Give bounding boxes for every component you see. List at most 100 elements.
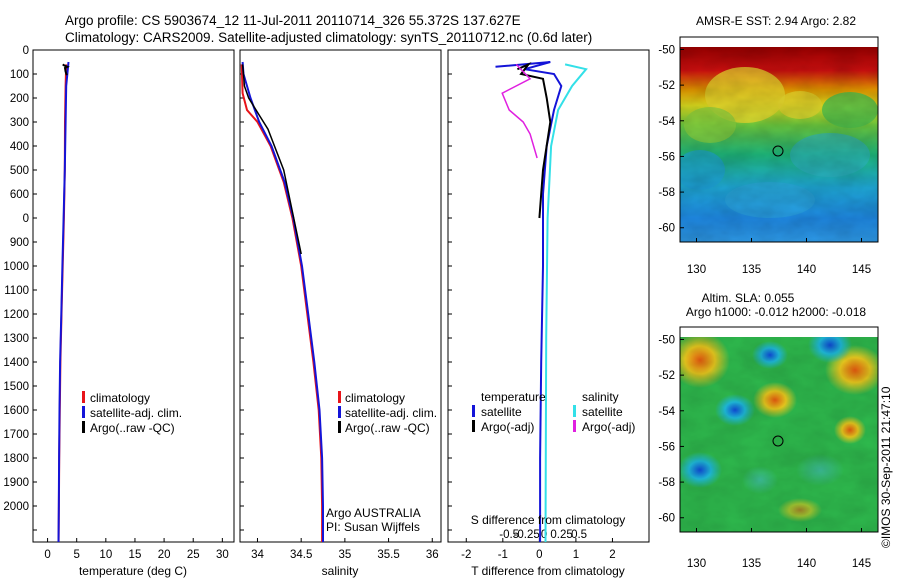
- map-y-tick-label: -52: [658, 370, 675, 382]
- legend-label-t-argo: Argo(-adj): [481, 420, 534, 434]
- depth-tick-label: 1600: [3, 405, 29, 417]
- legend-swatch-t-satellite: [472, 405, 475, 417]
- map-y-tick-label: -54: [658, 116, 675, 128]
- depth-tick-label: 600: [10, 189, 29, 201]
- map-axes-ticks: 130 135 140 145 -50 -52 -54 -56 -58 -60 130 135 140 1…: [658, 44, 871, 570]
- sst-map-title: AMSR-E SST: 2.94 Argo: 2.82: [696, 14, 856, 28]
- sla-map-frame: [679, 326, 879, 533]
- sal-climatology-line: [240, 64, 324, 542]
- map-y-tick-label: -60: [658, 513, 675, 525]
- pi-label: PI: Susan Wijffels: [326, 520, 420, 534]
- argo-australia-label: Argo AUSTRALIA: [326, 506, 421, 520]
- depth-tick-label: 1400: [3, 357, 29, 369]
- legend-swatch-argo: [338, 421, 341, 433]
- map-y-tick-label: -56: [658, 151, 675, 163]
- salinity-legend: climatology satellite-adj. clim. Argo(..…: [338, 391, 437, 435]
- legend-heading-temperature: temperature: [481, 390, 546, 404]
- s-diff-tick-label: -0.25: [514, 529, 540, 541]
- depth-tick-label: 300: [10, 117, 29, 129]
- map-y-tick-label: -60: [658, 223, 675, 235]
- temperature-legend: climatology satellite-adj. clim. Argo(..…: [82, 391, 182, 435]
- map-x-tick-label: 135: [742, 558, 761, 570]
- sla-map-title-line2: Argo h1000: -0.012 h2000: -0.018: [686, 305, 866, 319]
- temp-argo-line: [62, 63, 70, 76]
- salinity-panel-frame: [239, 49, 442, 543]
- legend-swatch-t-argo: [472, 420, 475, 432]
- figure-title-line1: Argo profile: CS 5903674_12 11-Jul-2011 …: [65, 13, 521, 28]
- depth-tick-label: 1900: [3, 477, 29, 489]
- depth-tick-label: 100: [10, 69, 29, 81]
- temperature-panel-frame: [32, 49, 235, 543]
- legend-label-s-satellite: satellite: [582, 405, 623, 419]
- map-x-tick-label: 135: [742, 264, 761, 276]
- legend-swatch-satellite: [82, 406, 85, 418]
- s-diff-tick-label: 0: [541, 529, 547, 541]
- map-y-tick-label: -54: [658, 406, 675, 418]
- tdiff-argo-line: [517, 61, 552, 219]
- map-x-tick-label: 140: [797, 264, 816, 276]
- legend-label-t-satellite: satellite: [481, 405, 522, 419]
- legend-swatch-s-satellite: [573, 405, 576, 417]
- map-y-tick-label: -52: [658, 80, 675, 92]
- depth-tick-label: 1100: [4, 285, 29, 297]
- s-diff-tick-label: -0.5: [499, 529, 519, 541]
- axes-ticks: 0100200300400500600090010001100120013001…: [3, 45, 615, 561]
- difference-legend-temperature: temperature satellite Argo(-adj): [472, 390, 546, 434]
- sdiff-satellite-line: [544, 63, 588, 543]
- sst-argo-marker: [772, 145, 784, 157]
- x-tick-label: -1: [498, 549, 508, 561]
- sla-heatmap: [680, 337, 878, 532]
- legend-label-climatology: climatology: [345, 391, 405, 405]
- legend-swatch-s-argo: [573, 420, 576, 432]
- map-y-tick-label: -50: [658, 334, 675, 346]
- depth-tick-label: 1800: [3, 453, 29, 465]
- depth-tick-label: 500: [10, 165, 29, 177]
- x-tick-label: 1: [573, 549, 579, 561]
- difference-panel-frame: [447, 49, 650, 543]
- legend-label-argo: Argo(..raw -QC): [345, 421, 430, 435]
- depth-tick-label: 0: [23, 45, 29, 57]
- x-tick-label: 0: [44, 549, 50, 561]
- temperature-xlabel: temperature (deg C): [79, 564, 187, 578]
- sdiff-argo-line: [501, 63, 538, 159]
- map-x-tick-label: 130: [687, 264, 706, 276]
- x-tick-label: 0: [536, 549, 542, 561]
- map-x-tick-label: 145: [852, 264, 871, 276]
- legend-label-satellite: satellite-adj. clim.: [90, 406, 182, 420]
- depth-tick-label: 1200: [3, 309, 29, 321]
- legend-label-satellite: satellite-adj. clim.: [345, 406, 437, 420]
- depth-tick-label: 2000: [3, 501, 29, 513]
- x-tick-label: 15: [129, 549, 142, 561]
- x-tick-label: 2: [609, 549, 615, 561]
- legend-label-climatology: climatology: [90, 391, 150, 405]
- copyright-label: ©IMOS 30-Sep-2011 21:47:10: [879, 386, 893, 548]
- x-tick-label: -2: [461, 549, 471, 561]
- legend-heading-salinity: salinity: [582, 390, 619, 404]
- temp-satellite-line: [57, 61, 70, 543]
- depth-tick-label: 200: [10, 93, 29, 105]
- difference-xlabel-top: S difference from climatology: [471, 513, 626, 527]
- depth-tick-label: 1300: [3, 333, 29, 345]
- difference-legend-salinity: salinity satellite Argo(-adj): [573, 390, 635, 434]
- salinity-xlabel: salinity: [322, 564, 359, 578]
- x-tick-label: 25: [187, 549, 200, 561]
- x-tick-label: 20: [158, 549, 171, 561]
- profile-lines: [57, 61, 588, 543]
- map-x-tick-label: 140: [797, 558, 816, 570]
- map-x-tick-label: 145: [852, 558, 871, 570]
- x-tick-label: 34.5: [290, 549, 312, 561]
- map-y-tick-label: -58: [658, 187, 675, 199]
- legend-swatch-satellite: [338, 406, 341, 418]
- legend-label-argo: Argo(..raw -QC): [90, 421, 175, 435]
- s-diff-tick-label: 0.25: [550, 529, 572, 541]
- x-tick-label: 34: [251, 549, 264, 561]
- sal-satellite-line: [241, 61, 324, 542]
- map-y-tick-label: -58: [658, 477, 675, 489]
- s-diff-tick-label: 0.5: [571, 529, 587, 541]
- x-tick-label: 35.5: [377, 549, 399, 561]
- depth-tick-label: 400: [10, 141, 29, 153]
- legend-swatch-argo: [82, 421, 85, 433]
- x-tick-label: 36: [426, 549, 439, 561]
- x-tick-label: 35: [338, 549, 351, 561]
- sal-argo-line: [241, 64, 302, 255]
